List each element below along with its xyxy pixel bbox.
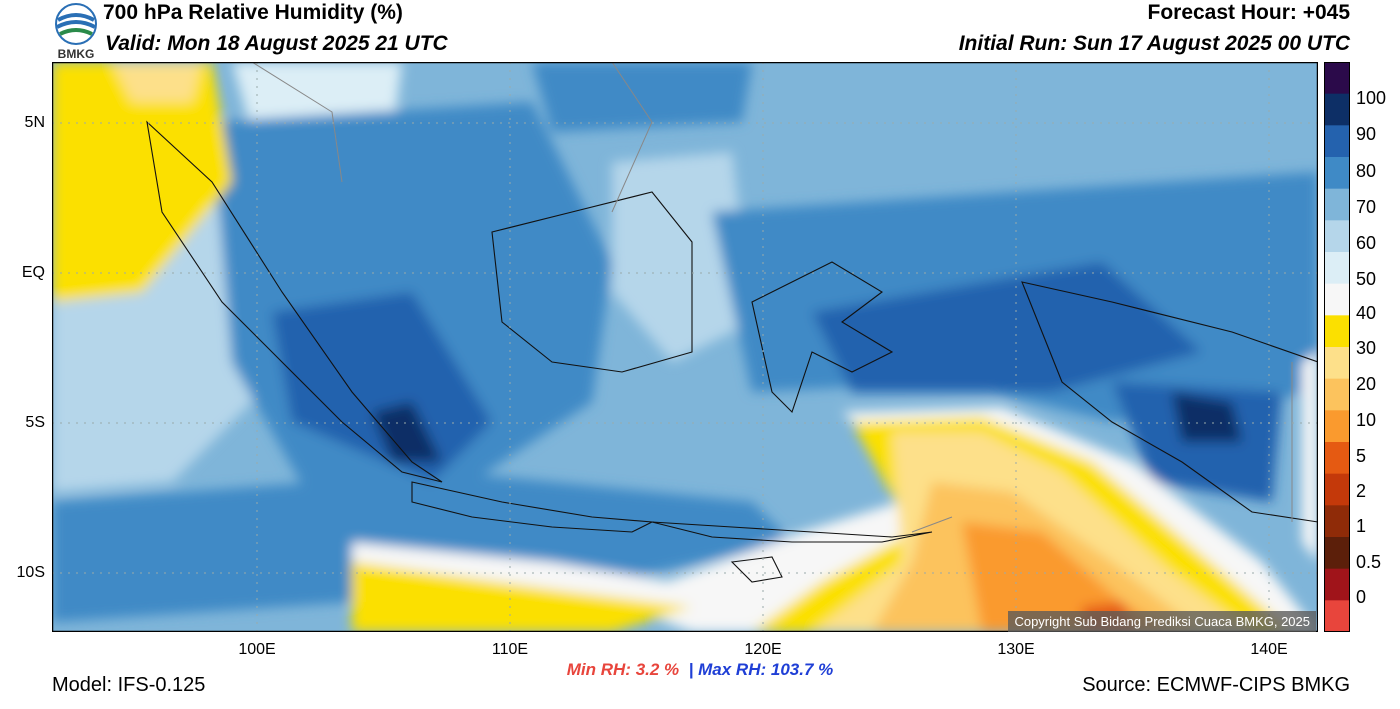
min-rh-label: Min RH:: [566, 660, 631, 679]
colorbar-segment: [1324, 220, 1350, 253]
colorbar-segment: [1324, 283, 1350, 316]
logo-text: BMKG: [58, 47, 95, 60]
lat-label-5s: 5S: [25, 414, 45, 431]
nusa-tenggara-coast: [651, 521, 933, 543]
coastlines: [146, 120, 1318, 583]
colorbar-segment: [1324, 347, 1350, 380]
rh-stats: Min RH: 3.2 % | Max RH: 103.7 %: [0, 660, 1400, 680]
colorbar-segment: [1324, 315, 1350, 348]
cb-label-80: 80: [1356, 161, 1377, 181]
cb-label-20: 20: [1356, 374, 1377, 394]
source-info: Source: ECMWF-CIPS BMKG: [1082, 674, 1350, 696]
stats-separator: |: [688, 660, 694, 679]
humidity-map: [52, 62, 1318, 632]
java-coast: [411, 481, 655, 533]
cb-label-100: 100: [1356, 88, 1387, 108]
max-rh-value: 103.7 %: [770, 660, 834, 679]
humidity-field: [52, 62, 1318, 632]
colorbar-segment: [1324, 378, 1350, 411]
colorbar-segment: [1324, 157, 1350, 190]
cb-label-90: 90: [1356, 124, 1377, 144]
map-frame: [52, 62, 1318, 632]
bmkg-logo: BMKG: [52, 2, 100, 61]
lon-label-120e: 120E: [744, 641, 782, 658]
papua-coast: [1021, 281, 1318, 523]
cb-label-5: 5: [1356, 446, 1367, 466]
valid-time: Valid: Mon 18 August 2025 21 UTC: [105, 32, 448, 55]
initial-run: Initial Run: Sun 17 August 2025 00 UTC: [958, 32, 1350, 55]
lon-label-130e: 130E: [997, 641, 1035, 658]
chart-title: 700 hPa Relative Humidity (%): [103, 1, 403, 24]
cb-label-0-5: 0.5: [1356, 552, 1382, 572]
borders: [251, 62, 1293, 533]
sumba-coast: [730, 556, 783, 583]
cb-label-70: 70: [1356, 197, 1377, 217]
colorbar-segment: [1324, 537, 1350, 570]
cb-label-40: 40: [1356, 303, 1377, 323]
lat-label-10s: 10S: [16, 564, 45, 581]
lat-label-eq: EQ: [21, 264, 45, 281]
lon-label-100e: 100E: [238, 641, 276, 658]
min-rh-value: 3.2 %: [635, 660, 680, 679]
lon-label-140e: 140E: [1250, 641, 1288, 658]
colorbar-segment: [1324, 125, 1350, 158]
lon-label-110e: 110E: [491, 641, 529, 658]
colorbar-segment: [1324, 442, 1350, 475]
sumatra-coast: [146, 120, 443, 483]
cb-label-2: 2: [1356, 481, 1367, 501]
colorbar-frame: [1324, 62, 1350, 632]
cb-label-0: 0: [1356, 587, 1367, 607]
borneo-coast: [491, 191, 693, 373]
colorbar-segment: [1324, 62, 1350, 95]
cb-label-30: 30: [1356, 338, 1377, 358]
cb-label-50: 50: [1356, 269, 1377, 289]
copyright-badge: Copyright Sub Bidang Prediksi Cuaca BMKG…: [1008, 611, 1316, 632]
max-rh-label: Max RH:: [698, 660, 767, 679]
cb-label-1: 1: [1356, 516, 1367, 536]
cb-label-60: 60: [1356, 233, 1377, 253]
sulawesi-coast: [751, 261, 894, 414]
colorbar: [1324, 62, 1350, 632]
colorbar-segment: [1324, 505, 1350, 538]
model-info: Model: IFS-0.125: [52, 674, 206, 696]
cb-label-10: 10: [1356, 410, 1377, 430]
lat-label-5n: 5N: [24, 114, 45, 131]
colorbar-segment: [1324, 93, 1350, 126]
colorbar-segment: [1324, 410, 1350, 443]
colorbar-segment: [1324, 568, 1350, 601]
colorbar-segment: [1324, 188, 1350, 221]
colorbar-segment: [1324, 600, 1350, 632]
colorbar-segment: [1324, 473, 1350, 506]
forecast-hour: Forecast Hour: +045: [1147, 1, 1351, 24]
colorbar-segment: [1324, 252, 1350, 285]
gridlines: [52, 62, 1318, 632]
